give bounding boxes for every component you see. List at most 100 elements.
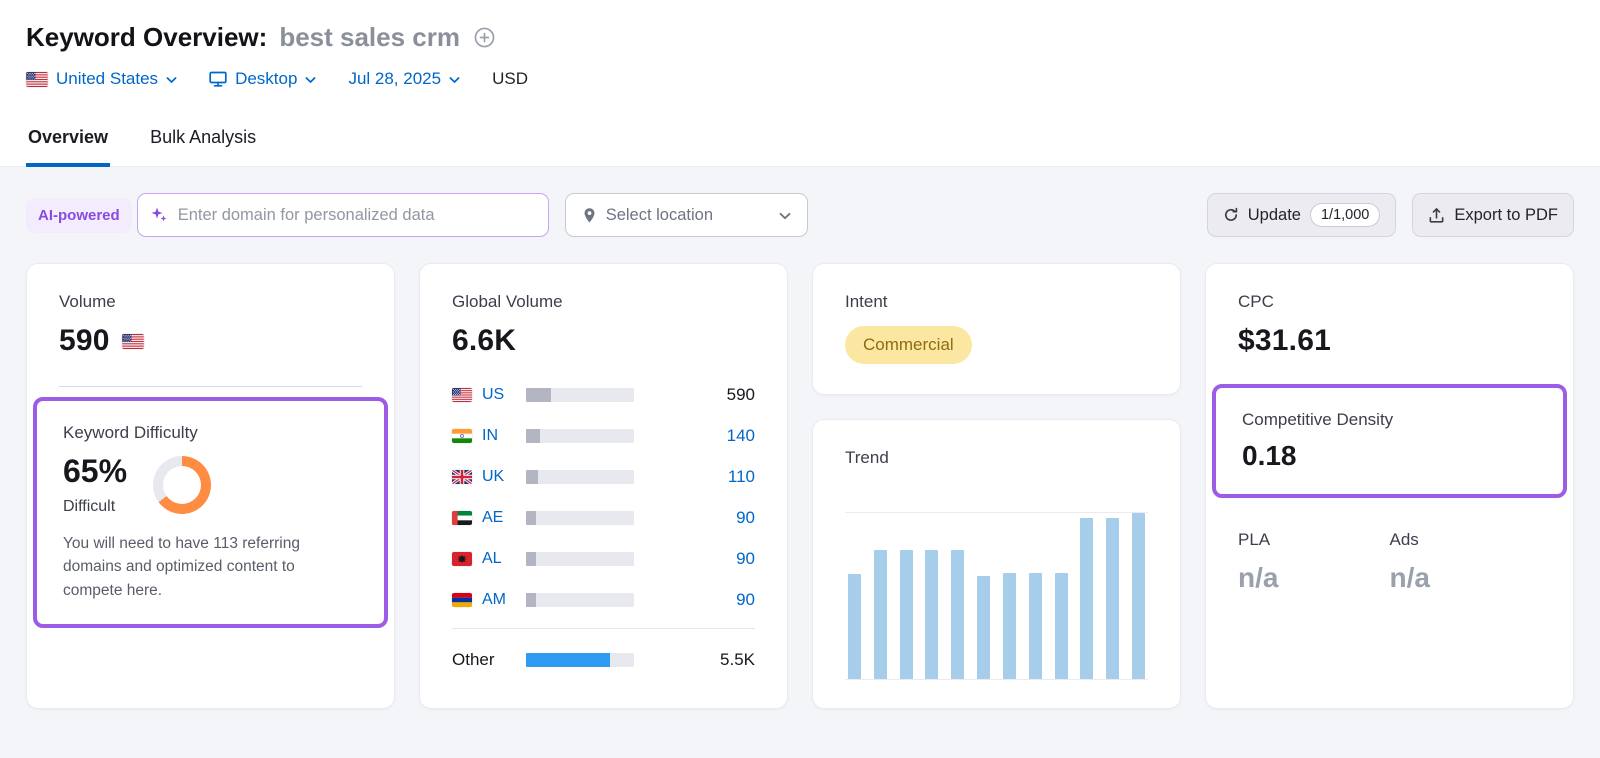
date-selector[interactable]: Jul 28, 2025 (348, 69, 460, 89)
global-volume-rows: US 590 IN 140 UK 110 AE 90 AL 90 AM 90 (452, 374, 755, 620)
country-code-link[interactable]: US (482, 385, 505, 403)
update-button[interactable]: Update 1/1,000 (1206, 193, 1397, 237)
chevron-down-icon (166, 77, 177, 83)
country-volume-value[interactable]: 90 (736, 507, 755, 527)
metric-cards: Volume 590 Keyword Difficulty 65% Diffic… (26, 263, 1574, 709)
update-count-badge: 1/1,000 (1309, 203, 1381, 227)
country-label: United States (56, 69, 159, 88)
upload-tray-icon (1428, 207, 1445, 224)
device-label: Desktop (235, 69, 298, 88)
trend-bar (1054, 572, 1068, 679)
device-selector[interactable]: Desktop (209, 69, 316, 89)
cpc-value: $31.61 (1238, 324, 1331, 357)
country-row-uk: UK 110 (452, 456, 755, 497)
country-volume-value[interactable]: 90 (736, 589, 755, 609)
pla-ads-row: PLA n/a Ads n/a (1238, 530, 1541, 594)
kd-note: You will need to have 113 referring doma… (63, 535, 300, 599)
title-row: Keyword Overview: best sales crm (26, 22, 1574, 53)
country-volume-value[interactable]: 90 (736, 548, 755, 568)
country-volume-bar (526, 469, 634, 484)
plus-circle-icon (474, 27, 495, 48)
trend-bar (1080, 517, 1094, 679)
other-volume-value: 5.5K (720, 649, 755, 669)
country-volume-bar-fill (526, 551, 536, 566)
domain-input-wrap (136, 193, 549, 237)
kd-value-block: 65% Difficult (63, 453, 127, 516)
country-code-link[interactable]: AM (482, 590, 506, 608)
country-row-ae: AE 90 (452, 497, 755, 538)
country-code-link[interactable]: UK (482, 467, 505, 485)
country-volume-bar (526, 510, 634, 525)
volume-card: Volume 590 Keyword Difficulty 65% Diffic… (26, 263, 395, 709)
pla-block: PLA n/a (1238, 530, 1390, 594)
country-volume-bar (526, 592, 634, 607)
country-volume-bar-fill (526, 469, 538, 484)
trend-bar-chart (845, 512, 1148, 680)
location-select[interactable]: Select location (564, 193, 808, 237)
chevron-down-icon (779, 212, 791, 220)
country-volume-bar (526, 387, 634, 402)
other-volume-bar (526, 652, 634, 667)
global-volume-other-row: Other 5.5K (452, 628, 755, 680)
trend-bar (951, 549, 965, 679)
country-selector[interactable]: United States (26, 69, 177, 89)
cpc-card: CPC $31.61 Competitive Density 0.18 PLA … (1205, 263, 1574, 709)
trend-bar (899, 549, 913, 679)
intent-card: Intent Commercial (812, 263, 1181, 395)
tab-overview[interactable]: Overview (26, 119, 111, 167)
location-label: Select location (605, 205, 714, 224)
kd-level-label: Difficult (63, 498, 116, 515)
column-intent-trend: Intent Commercial Trend (812, 263, 1181, 709)
country-volume-bar-fill (526, 510, 536, 525)
pla-label: PLA (1238, 530, 1271, 549)
us-flag-icon (26, 71, 48, 87)
trend-title: Trend (845, 448, 889, 467)
trend-card: Trend (812, 419, 1181, 709)
cpc-title: CPC (1238, 292, 1274, 311)
country-volume-value[interactable]: 110 (727, 466, 755, 486)
trend-bar (977, 576, 991, 679)
keyword-text: best sales crm (279, 22, 460, 52)
filter-bar: United States Desktop Jul 28, 2025 USD (26, 69, 1574, 89)
card-divider (59, 386, 362, 387)
export-pdf-button[interactable]: Export to PDF (1412, 193, 1574, 237)
am-flag-icon (452, 592, 472, 607)
export-label: Export to PDF (1454, 205, 1558, 224)
competitive-density-highlight-box: Competitive Density 0.18 (1212, 384, 1567, 498)
uk-flag-icon (452, 469, 472, 484)
trend-bar (1131, 513, 1145, 679)
competitive-density-value: 0.18 (1242, 440, 1297, 471)
country-volume-value[interactable]: 140 (726, 425, 755, 445)
country-volume-value: 590 (726, 384, 755, 404)
ads-label: Ads (1389, 530, 1419, 549)
trend-bar (1028, 572, 1042, 679)
global-volume-card: Global Volume 6.6K US 590 IN 140 UK 110 AE 90 AL… (419, 263, 788, 709)
ai-powered-badge: AI-powered (26, 197, 132, 233)
chevron-down-icon (305, 77, 316, 83)
country-row-in: IN 140 (452, 415, 755, 456)
page-header: Keyword Overview: best sales crm United … (0, 0, 1600, 167)
pla-value: n/a (1238, 562, 1279, 593)
ads-value: n/a (1389, 562, 1430, 593)
other-volume-bar-fill (526, 652, 611, 667)
trend-bar (848, 574, 861, 679)
us-flag-icon (452, 387, 472, 402)
intent-commercial-badge: Commercial (845, 326, 972, 364)
add-keyword-button[interactable] (474, 27, 495, 48)
country-volume-bar-fill (526, 387, 551, 402)
trend-bar (1002, 572, 1016, 679)
ai-domain-group: AI-powered (26, 193, 549, 237)
main-content: AI-powered Select location Update 1/1,00… (0, 167, 1600, 735)
domain-input[interactable] (136, 193, 549, 237)
country-volume-bar (526, 428, 634, 443)
country-code-link[interactable]: AL (482, 549, 502, 567)
tab-bulk-analysis[interactable]: Bulk Analysis (150, 127, 257, 147)
desktop-monitor-icon (209, 71, 227, 87)
trend-bar (873, 549, 887, 679)
kd-title: Keyword Difficulty (63, 423, 198, 442)
country-code-link[interactable]: IN (482, 426, 498, 444)
country-volume-bar-fill (526, 592, 536, 607)
global-volume-title: Global Volume (452, 292, 563, 311)
country-code-link[interactable]: AE (482, 508, 504, 526)
us-flag-icon (121, 333, 144, 349)
